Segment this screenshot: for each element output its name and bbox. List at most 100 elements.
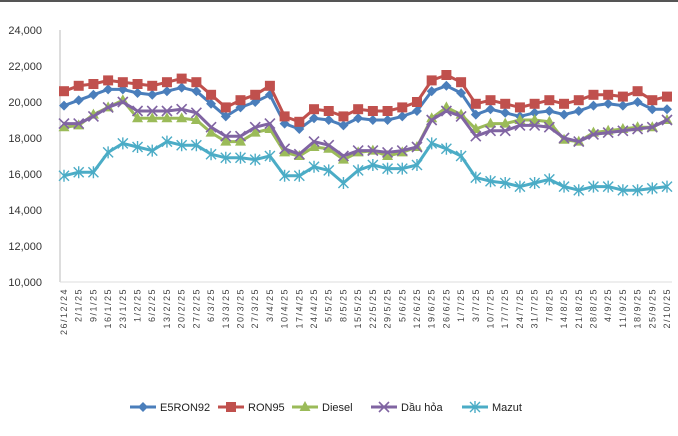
data-point-mazut xyxy=(485,175,497,188)
data-point-mazut xyxy=(249,153,261,166)
x-tick-label: 10/4/25 xyxy=(280,288,290,329)
x-tick-label: 17/7/25 xyxy=(500,288,510,329)
data-point-diesel xyxy=(308,141,320,151)
data-point-ron95 xyxy=(617,91,628,102)
data-point-e5ron92 xyxy=(103,84,114,95)
data-point-ron95 xyxy=(161,77,172,88)
data-point-d-u-h-a xyxy=(234,130,247,142)
data-point-e5ron92 xyxy=(338,120,349,131)
x-tick-label: 19/6/25 xyxy=(427,288,437,329)
x-tick-label: 3/7/25 xyxy=(471,288,481,322)
data-point-e5ron92 xyxy=(191,86,202,97)
data-point-d-u-h-a xyxy=(632,123,644,135)
data-point-mazut xyxy=(411,159,423,171)
data-point-mazut xyxy=(514,180,526,193)
legend-item-mazut: Mazut xyxy=(462,401,522,414)
data-point-d-u-h-a xyxy=(337,150,350,162)
data-point-mazut xyxy=(323,164,335,177)
data-point-ron95 xyxy=(382,106,393,116)
data-point-ron95 xyxy=(191,77,202,88)
data-point-e5ron92 xyxy=(323,115,334,125)
data-point-mazut xyxy=(661,180,673,193)
x-tick-label: 20/3/25 xyxy=(235,288,245,329)
data-point-mazut xyxy=(205,148,217,161)
data-point-ron95 xyxy=(103,75,114,86)
data-point-d-u-h-a xyxy=(470,130,482,142)
data-point-ron95 xyxy=(176,73,187,84)
data-point-mazut xyxy=(617,184,629,197)
x-tick-label: 5/6/25 xyxy=(397,288,407,322)
data-point-ron95 xyxy=(529,98,540,109)
legend-marker-icon xyxy=(226,402,236,412)
data-point-ron95 xyxy=(147,80,158,91)
data-point-e5ron92 xyxy=(367,115,378,125)
x-tick-label: 6/2/25 xyxy=(147,288,157,322)
data-point-ron95 xyxy=(456,77,467,88)
data-point-ron95 xyxy=(73,80,84,91)
data-point-mazut xyxy=(426,137,438,150)
data-point-ron95 xyxy=(559,98,570,109)
data-point-diesel xyxy=(205,126,217,137)
data-point-ron95 xyxy=(544,95,555,106)
data-point-mazut xyxy=(337,177,349,189)
data-point-mazut xyxy=(132,141,144,153)
data-point-ron95 xyxy=(117,77,128,88)
x-tick-label: 13/2/25 xyxy=(162,288,172,329)
data-point-d-u-h-a xyxy=(58,118,70,130)
x-tick-label: 3/4/25 xyxy=(265,288,275,322)
x-tick-label: 16/1/25 xyxy=(103,288,113,329)
data-point-mazut xyxy=(102,146,114,159)
x-tick-label: 18/9/25 xyxy=(633,288,643,329)
legend-item-diesel: Diesel xyxy=(292,401,353,414)
data-point-diesel xyxy=(499,117,511,128)
data-point-diesel xyxy=(234,135,246,146)
data-point-d-u-h-a xyxy=(499,125,511,137)
data-point-mazut xyxy=(646,182,658,195)
data-point-ron95 xyxy=(323,106,334,116)
data-point-ron95 xyxy=(367,106,378,116)
x-tick-label: 31/7/25 xyxy=(530,288,540,329)
data-point-ron95 xyxy=(353,104,364,115)
data-point-e5ron92 xyxy=(544,106,555,116)
data-point-mazut xyxy=(58,169,70,182)
data-point-e5ron92 xyxy=(441,80,452,91)
data-point-diesel xyxy=(337,153,349,164)
data-point-d-u-h-a xyxy=(455,110,467,122)
data-point-d-u-h-a xyxy=(323,139,335,151)
data-point-ron95 xyxy=(309,104,320,115)
data-point-ron95 xyxy=(441,70,452,80)
data-point-mazut xyxy=(470,171,482,184)
data-point-d-u-h-a xyxy=(308,136,320,148)
data-point-diesel xyxy=(529,114,541,124)
data-point-e5ron92 xyxy=(309,113,320,124)
data-point-mazut xyxy=(602,180,614,193)
x-tick-label: 10/7/25 xyxy=(486,288,496,329)
y-tick-label: 16,000 xyxy=(8,169,42,181)
data-point-mazut xyxy=(543,173,555,186)
legend-label: Mazut xyxy=(492,402,522,414)
legend-marker-icon xyxy=(469,401,481,413)
data-point-d-u-h-a xyxy=(87,110,99,122)
data-point-mazut xyxy=(161,135,173,148)
data-point-d-u-h-a xyxy=(484,125,497,137)
data-point-ron95 xyxy=(294,116,305,127)
data-point-ron95 xyxy=(632,86,643,97)
data-point-mazut xyxy=(499,177,511,189)
data-point-d-u-h-a xyxy=(117,96,129,108)
data-point-d-u-h-a xyxy=(73,118,85,130)
data-point-ron95 xyxy=(220,102,231,113)
data-point-mazut xyxy=(440,142,452,155)
data-point-d-u-h-a xyxy=(661,114,673,126)
data-point-e5ron92 xyxy=(588,100,599,111)
data-point-e5ron92 xyxy=(73,95,84,106)
data-point-mazut xyxy=(587,180,599,193)
data-point-d-u-h-a xyxy=(264,118,276,130)
data-point-e5ron92 xyxy=(456,88,467,98)
x-tick-label: 12/6/25 xyxy=(412,288,422,329)
data-point-e5ron92 xyxy=(220,111,231,122)
data-point-diesel xyxy=(514,114,526,124)
legend-item-d-u-h-a: Dầu hỏa xyxy=(371,401,443,414)
x-tick-label: 7/8/25 xyxy=(544,288,554,322)
x-tick-label: 1/2/25 xyxy=(133,288,143,322)
